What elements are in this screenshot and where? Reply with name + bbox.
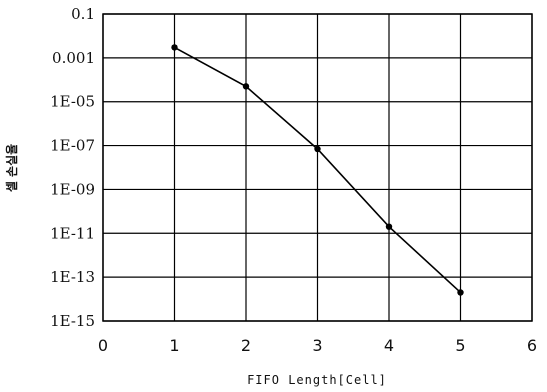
- y-tick-label: 1E-11: [50, 224, 95, 242]
- x-tick-label: 1: [169, 336, 179, 355]
- x-tick-label: 4: [384, 336, 394, 355]
- series-layer: [171, 44, 464, 296]
- data-point: [314, 145, 321, 153]
- data-point: [171, 44, 178, 51]
- y-tick-labels: 1E-15 1E-13 1E-11 1E-09 1E-07 1E-05 0.001 0.1: [50, 5, 95, 330]
- y-tick-label: 0.1: [71, 5, 95, 23]
- x-tick-label: 2: [241, 336, 251, 355]
- x-tick-label: 3: [312, 336, 322, 355]
- y-tick-label: 0.001: [52, 49, 95, 67]
- x-tick-label: 0: [98, 336, 108, 355]
- y-tick-label: 1E-09: [50, 180, 95, 198]
- plot-frame: [102, 13, 533, 322]
- data-point: [242, 83, 250, 90]
- x-tick-label: 6: [527, 336, 537, 355]
- y-tick-label: 1E-13: [50, 268, 95, 286]
- data-point: [457, 289, 464, 296]
- y-tick-label: 1E-07: [50, 137, 95, 155]
- x-tick-label: 5: [455, 336, 465, 355]
- y-axis-label: 셀 손실율: [4, 144, 19, 192]
- grid-lines: [102, 13, 533, 322]
- x-tick-labels: 0 1 2 3 4 5 6: [98, 336, 537, 355]
- x-axis-label: FIFO Length[Cell]: [247, 373, 387, 387]
- y-tick-label: 1E-15: [50, 312, 95, 330]
- y-tick-label: 1E-05: [50, 93, 95, 111]
- data-point: [385, 223, 393, 230]
